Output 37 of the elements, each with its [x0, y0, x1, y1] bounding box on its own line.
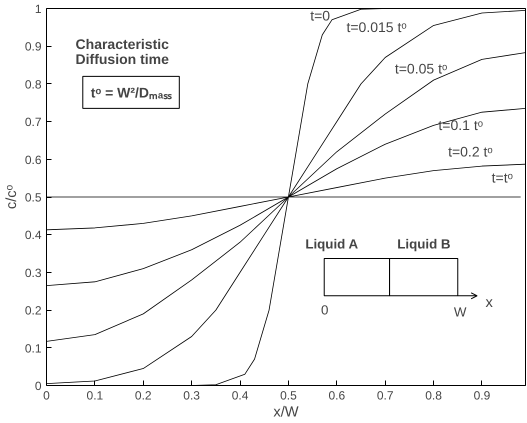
y-tick-label: 0.6	[24, 152, 42, 167]
y-tick-label: 0.2	[24, 304, 42, 318]
x-axis-title: x/W	[273, 404, 299, 420]
annotation: Characteristic	[76, 36, 170, 52]
x-tick-label: 0.3	[183, 388, 200, 402]
annotation: W	[454, 304, 467, 320]
x-tick-label: 0.4	[232, 388, 249, 402]
x-tick-label: 0.1	[86, 388, 104, 402]
annotation: Liquid B	[397, 236, 451, 252]
series-label: t=0.05 tᵒ	[394, 60, 448, 76]
y-tick-label: 0.7	[24, 115, 42, 130]
annotation: Diffusion time	[76, 50, 170, 67]
x-tick-label: 0.5	[280, 388, 298, 402]
x-tick-label: 0.9	[474, 388, 491, 402]
series-label: t=0.015 tᵒ	[346, 18, 407, 35]
annotation: x	[486, 295, 494, 312]
series-label: t=0.1 tᵒ	[438, 116, 484, 133]
y-tick-label: 0	[34, 379, 42, 393]
y-tick-label: 0.3	[24, 266, 42, 280]
annotation: tᵒ = W²/Dₘₐₛₛ	[90, 84, 172, 100]
y-tick-label: 1	[34, 2, 42, 16]
series-label: t=0	[310, 8, 330, 24]
x-tick-label: 0	[43, 388, 50, 402]
y-tick-label: 0.5	[24, 190, 42, 204]
series-label: t=0.2 tᵒ	[448, 143, 493, 160]
y-axis-title: c/cᵒ	[4, 184, 20, 210]
series-label: t=tᵒ	[492, 170, 513, 186]
x-tick-label: 0.6	[328, 388, 346, 402]
annotation: 0	[321, 302, 328, 318]
x-tick-label: 0.2	[134, 388, 152, 402]
y-tick-label: 0.9	[24, 40, 42, 54]
y-tick-label: 0.4	[24, 228, 42, 242]
x-tick-label: 0.8	[425, 388, 442, 402]
y-tick-label: 0.1	[24, 341, 42, 356]
y-tick-label: 0.8	[24, 77, 42, 92]
x-tick-label: 0.7	[376, 388, 394, 402]
annotation: Liquid A	[305, 236, 358, 252]
